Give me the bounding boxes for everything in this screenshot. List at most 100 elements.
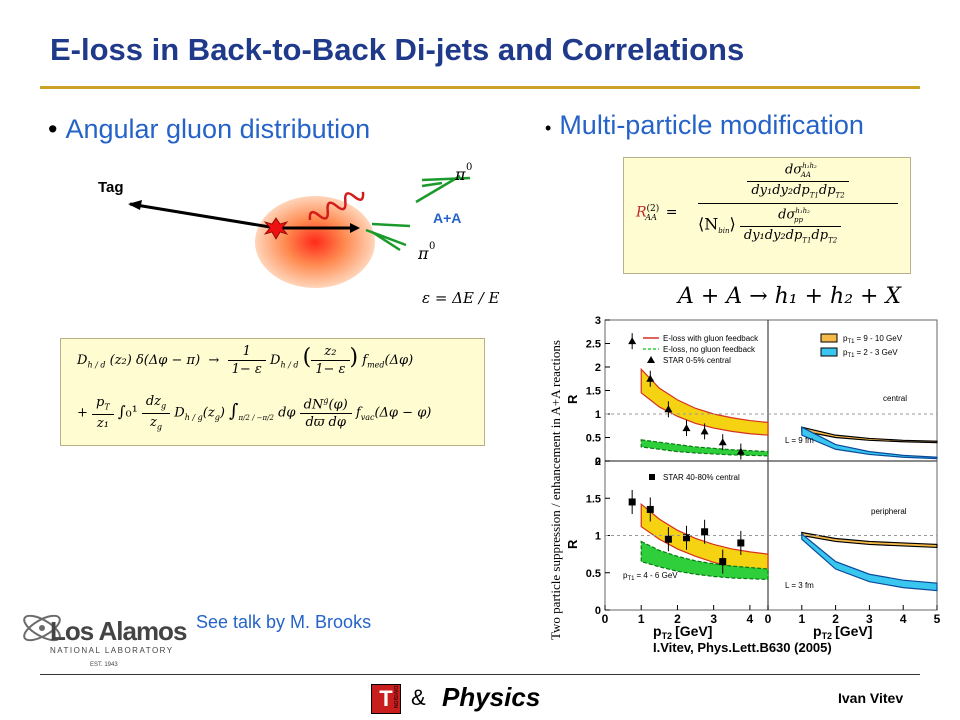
pi0-bottom-label: π	[417, 244, 429, 263]
y-axis-label-top: R	[565, 394, 580, 404]
star-central-point	[718, 438, 727, 446]
star-central-point	[646, 374, 655, 382]
t-division-logo: T	[371, 684, 401, 714]
tag-jet-line	[129, 202, 277, 230]
raa-lhs: R(2)AA =	[636, 204, 678, 223]
y-axis-label-bottom: R	[565, 539, 580, 549]
bullet-multi-particle: • Multi-particle modification	[545, 110, 864, 141]
y-tick-label: 1.5	[586, 493, 601, 505]
star-peripheral-point	[737, 539, 745, 547]
see-talk-link[interactable]: See talk by M. Brooks	[196, 612, 372, 632]
y-tick-label: 1.5	[586, 386, 601, 398]
fragmentation-equation-box: Dh / d (z₂) δ(Δφ − π) → 1 1− ε Dh / d (z₂…	[60, 338, 485, 446]
star-central-point	[736, 447, 745, 455]
star-peripheral-point	[664, 535, 672, 543]
legend-star-peripheral: STAR 40-80% central	[663, 473, 740, 482]
legend-star-central: STAR 0-5% central	[663, 356, 731, 365]
pi0-track-2	[415, 174, 461, 204]
x-axis-label-left: pT2 [GeV]	[653, 623, 712, 640]
y-tick-label: 3	[595, 316, 601, 327]
epsilon-relation: ε = ΔE / E	[422, 289, 500, 307]
legend-square-marker	[649, 474, 655, 480]
eq-d-hd: D	[77, 353, 88, 368]
pi0-track-3	[421, 176, 471, 182]
los-alamos-logo: Los Alamos NATIONAL LABORATORY EST. 1943	[20, 602, 187, 672]
y-tick-label: 2	[595, 456, 601, 468]
central-label: central	[883, 394, 907, 403]
star-peripheral-point	[701, 528, 709, 536]
x-tick-label: 2	[832, 612, 839, 626]
band-no-feedback-peripheral	[640, 540, 769, 581]
bullet-multi-label: Multi-particle modification	[559, 110, 864, 140]
legend-9-10: pT1 = 9 - 10 GeV	[843, 334, 903, 345]
medium-blob	[255, 196, 375, 288]
bullet-glyph: •	[545, 118, 552, 138]
footer-divider	[40, 674, 920, 675]
eq-arrow: →	[208, 353, 220, 368]
y-tick-label: 0.5	[586, 433, 601, 445]
star-central-point	[664, 405, 673, 413]
x-tick-label: 4	[900, 612, 907, 626]
band-2-3-peripheral	[801, 532, 938, 592]
physics-logo: Physics	[442, 682, 541, 712]
l3-label: L = 3 fm	[785, 581, 814, 590]
eq-frac-2: z₂ 1− ε	[311, 345, 350, 376]
bullet-glyph: •	[48, 114, 58, 144]
y-tick-label: 0	[595, 605, 601, 617]
eq-frac-3: pT z₁	[92, 396, 114, 430]
eq-frac-5: dNg(φ) dϖ dφ	[299, 396, 352, 429]
away-jet-arrowhead	[350, 223, 360, 233]
logo-est: EST. 1943	[90, 662, 118, 668]
star-central-point	[628, 337, 637, 345]
x-tick-label: 5	[934, 612, 941, 626]
title-divider	[40, 86, 920, 89]
y-tick-label: 1	[595, 531, 601, 543]
bullet-angular-gluon: • Angular gluon distribution	[48, 114, 370, 145]
gluon-wiggle	[308, 191, 365, 221]
x-axis-label-right: pT2 [GeV]	[813, 623, 872, 640]
eq-frac-1: 1 1− ε	[227, 345, 266, 376]
x-tick-label: 0	[602, 612, 609, 626]
pi0-bottom-sup: 0	[429, 241, 435, 252]
legend-gluon-feedback: E-loss with gluon feedback	[663, 334, 759, 343]
band-2-3-central	[801, 426, 938, 460]
pi0-track-6	[371, 230, 401, 252]
raa-top-frac: dσh₁h₂AA dy₁dy₂dpT1dpT2	[747, 162, 849, 200]
star-peripheral-point	[683, 534, 690, 542]
y-tick-label: 2.5	[586, 339, 601, 351]
logo-los-alamos-text: Los Alamos	[50, 616, 187, 646]
y-tick-label: 0	[595, 456, 601, 468]
equation-line-2: + pT z₁ ∫₀¹ dzg zg Dh / g(zg) ∫π/2 / −π/2 …	[77, 394, 432, 432]
raa-equation-box: R(2)AA = dσh₁h₂AA dy₁dy₂dpT1dpT2 ⟨Nbin⟩ d…	[623, 157, 911, 274]
reference-citation: I.Vitev, Phys.Lett.B630 (2005)	[653, 640, 832, 655]
star-peripheral-point	[628, 498, 636, 506]
logo-national-laboratory: NATIONAL LABORATORY	[50, 646, 174, 655]
pi0-track-1	[421, 181, 443, 188]
eq-frac-4: dzg zg	[141, 395, 171, 431]
pt1-label-bottom-left: pT1 = 4 - 6 GeV	[623, 571, 678, 582]
eq-integral-1: ∫₀¹	[117, 402, 138, 421]
peripheral-label: peripheral	[871, 507, 907, 516]
x-tick-label: 3	[710, 612, 717, 626]
band-9-10-peripheral	[801, 531, 938, 549]
plot-outer-frame	[604, 319, 938, 611]
equation-line-1: Dh / d (z₂) δ(Δφ − π) → 1 1− ε Dh / d (z₂…	[77, 344, 414, 377]
legend-no-feedback: E-loss, no gluon feedback	[663, 345, 756, 354]
footer-ampersand: &	[411, 685, 426, 710]
raa-bottom-frac: dσh₁h₂pp dy₁dy₂dpT1dpT2	[739, 207, 842, 245]
los-alamos-emblem	[23, 614, 61, 642]
aa-label: A+A	[433, 210, 461, 226]
pi0-top-sup: 0	[466, 162, 472, 173]
plot-vertical-caption: Two particle suppression / enhancement i…	[548, 340, 563, 640]
t-division-small-text: DIVISION	[392, 686, 398, 708]
x-tick-label: 1	[638, 612, 645, 626]
tag-jet-arrowhead	[128, 200, 142, 210]
legend-2-3: pT1 = 2 - 3 GeV	[843, 348, 898, 359]
tag-label: Tag	[98, 179, 124, 196]
star-central-point	[700, 427, 709, 435]
eq-integral-2: ∫	[229, 400, 239, 422]
page-title: E-loss in Back-to-Back Di-jets and Corre…	[50, 32, 745, 67]
y-tick-label: 2	[595, 362, 601, 374]
star-peripheral-point	[646, 505, 654, 513]
reaction-formula: A + A → h₁ + h₂ + X	[678, 284, 902, 309]
